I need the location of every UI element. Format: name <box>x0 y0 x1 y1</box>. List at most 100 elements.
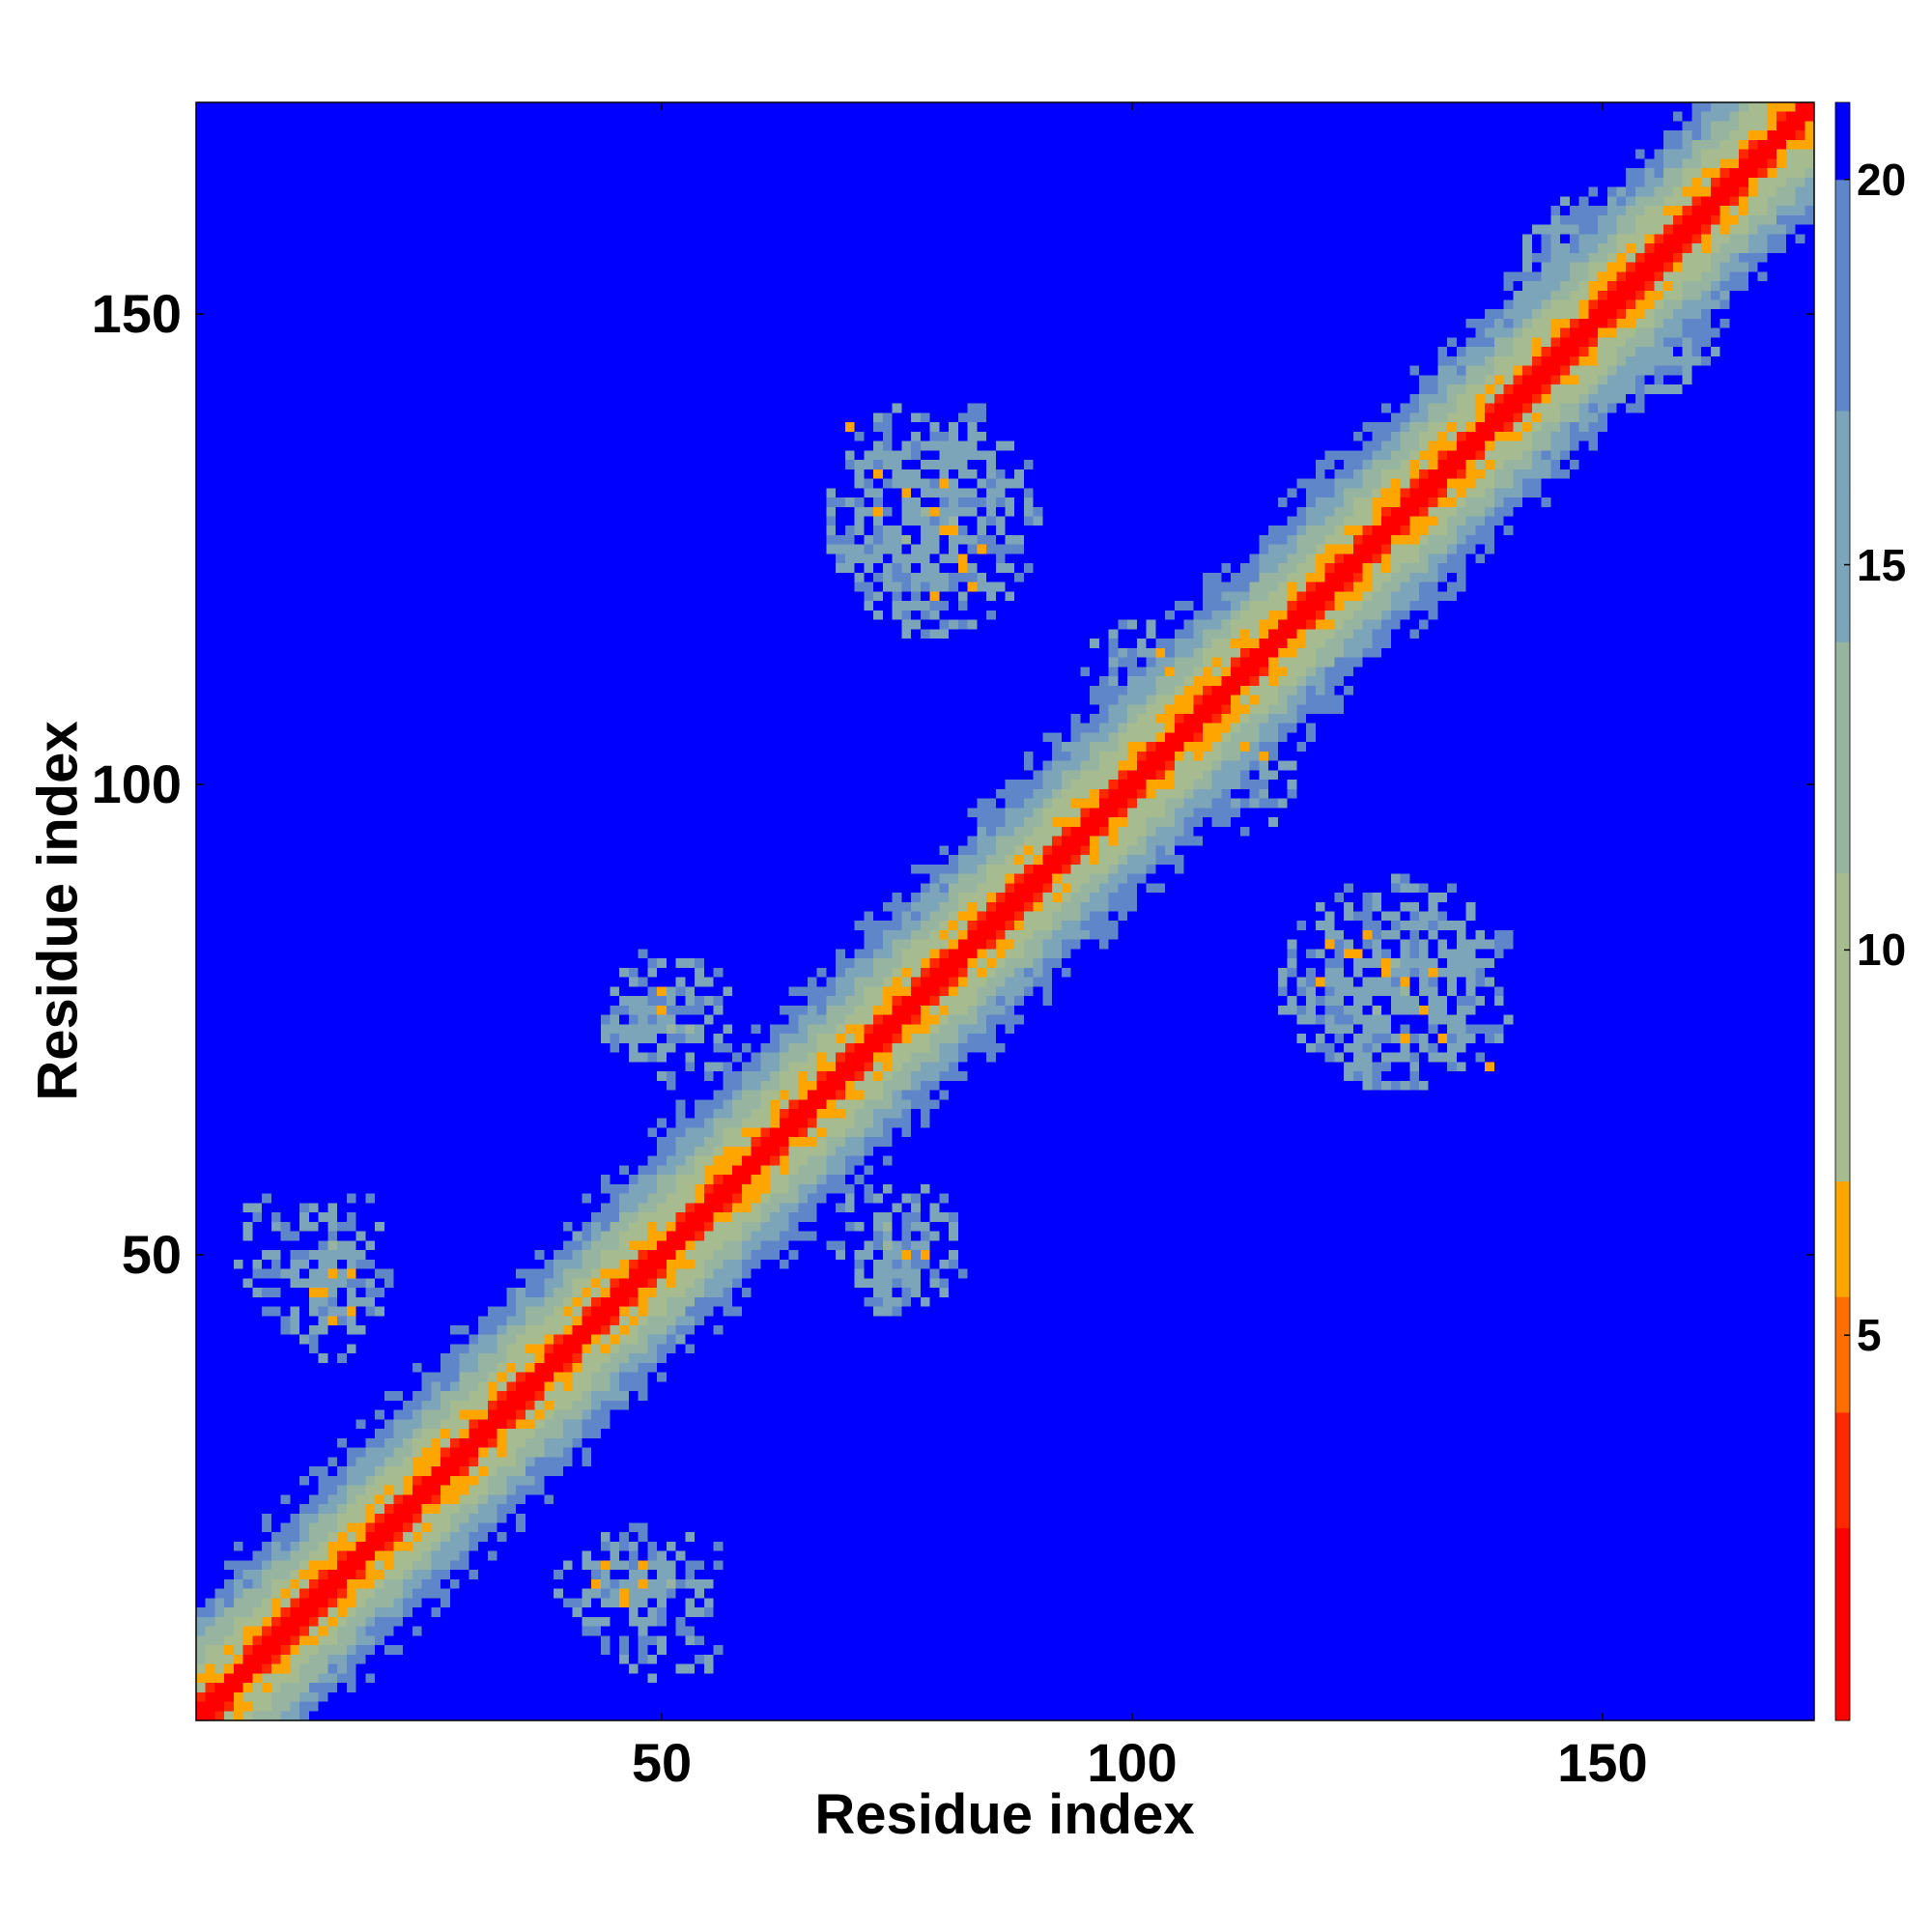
colorbar-segment <box>1835 1624 1850 1644</box>
colorbar-segment <box>1835 526 1850 547</box>
colorbar-segment <box>1835 468 1850 489</box>
colorbar-segment <box>1835 814 1850 836</box>
colorbar-segment <box>1835 622 1850 642</box>
colorbar-segment <box>1835 506 1850 527</box>
colorbar-segment <box>1835 1431 1850 1452</box>
colorbar-segment <box>1835 1219 1850 1239</box>
colorbar-segment <box>1835 1027 1850 1047</box>
colorbar-segment <box>1835 564 1850 585</box>
colorbar-segment <box>1835 1566 1850 1586</box>
colorbar-segment <box>1835 988 1850 1009</box>
colorbar-segment <box>1835 1296 1850 1317</box>
colorbar-tick-label: 10 <box>1857 924 1907 976</box>
colorbar-segment <box>1835 1547 1850 1567</box>
y-tick-label: 100 <box>91 753 182 815</box>
y-tick-label: 150 <box>91 283 182 345</box>
colorbar-segment <box>1835 1238 1850 1259</box>
colorbar-segment <box>1835 1643 1850 1663</box>
colorbar-tick-label: 20 <box>1857 154 1907 205</box>
colorbar-segment <box>1835 217 1850 239</box>
colorbar-segment <box>1835 1258 1850 1278</box>
colorbar-segment <box>1835 641 1850 662</box>
colorbar-segment <box>1835 1046 1850 1066</box>
colorbar-segment <box>1835 295 1850 315</box>
colorbar-segment <box>1835 237 1850 258</box>
colorbar-tick-label: 15 <box>1857 539 1907 590</box>
colorbar-segment <box>1835 1662 1850 1683</box>
colorbar-segment <box>1835 1354 1850 1375</box>
colorbar-segment <box>1835 1065 1850 1086</box>
x-tick-label: 150 <box>1557 1732 1648 1793</box>
colorbar-segment <box>1835 1527 1850 1548</box>
colorbar-segment <box>1835 121 1850 142</box>
colorbar-segment <box>1835 1489 1850 1510</box>
colorbar-segment <box>1835 1084 1850 1105</box>
colorbar-segment <box>1835 892 1850 912</box>
plot-border <box>195 101 1815 1721</box>
x-axis-label: Residue index <box>814 1783 1195 1846</box>
colorbar-segment <box>1835 1682 1850 1702</box>
colorbar-segment <box>1835 1200 1850 1221</box>
colorbar-segment <box>1835 314 1850 334</box>
colorbar-segment <box>1835 776 1850 797</box>
colorbar-segment <box>1835 1701 1850 1721</box>
colorbar-segment <box>1835 1277 1850 1297</box>
colorbar-segment <box>1835 275 1850 296</box>
colorbar-segment <box>1835 198 1850 219</box>
colorbar-segment <box>1835 1393 1850 1413</box>
colorbar-segment <box>1835 159 1850 181</box>
colorbar-segment <box>1835 1180 1850 1202</box>
colorbar-segment <box>1835 661 1850 681</box>
y-tick-label: 50 <box>121 1223 182 1285</box>
y-axis-label: Residue index <box>26 721 90 1101</box>
colorbar-segment <box>1835 1122 1850 1144</box>
colorbar-segment <box>1835 1411 1850 1433</box>
colorbar-segment <box>1835 140 1850 161</box>
colorbar-segment <box>1835 411 1850 431</box>
colorbar-segment <box>1835 853 1850 874</box>
colorbar-segment <box>1835 1161 1850 1182</box>
colorbar-segment <box>1835 930 1850 951</box>
colorbar-segment <box>1835 680 1850 700</box>
colorbar-segment <box>1835 545 1850 566</box>
colorbar-segment <box>1835 256 1850 276</box>
colorbar-segment <box>1835 1142 1850 1163</box>
colorbar-segment <box>1835 950 1850 970</box>
colorbar-segment <box>1835 179 1850 200</box>
colorbar-segment <box>1835 969 1850 989</box>
colorbar-segment <box>1835 1450 1850 1471</box>
colorbar-segment <box>1835 1508 1850 1529</box>
colorbar-segment <box>1835 872 1850 894</box>
colorbar-segment <box>1835 429 1850 450</box>
colorbar-segment <box>1835 719 1850 739</box>
colorbar-segment <box>1835 102 1850 123</box>
colorbar-segment <box>1835 1374 1850 1394</box>
x-tick-label: 50 <box>631 1732 693 1793</box>
colorbar-segment <box>1835 603 1850 623</box>
colorbar-segment <box>1835 1008 1850 1028</box>
colorbar-segment <box>1835 448 1850 469</box>
colorbar-border <box>1834 101 1851 1721</box>
colorbar-segment <box>1835 372 1850 392</box>
colorbar-segment <box>1835 487 1850 508</box>
colorbar-segment <box>1835 911 1850 931</box>
colorbar-segment <box>1835 353 1850 373</box>
colorbar-segment <box>1835 756 1850 778</box>
colorbar-segment <box>1835 1103 1850 1124</box>
colorbar-segment <box>1835 738 1850 758</box>
colorbar-segment <box>1835 1605 1850 1625</box>
heatmap-plot-area <box>196 102 1814 1720</box>
colorbar-segment <box>1835 333 1850 354</box>
colorbar-segment <box>1835 1316 1850 1336</box>
x-tick-label: 100 <box>1087 1732 1178 1793</box>
colorbar-segment <box>1835 583 1850 604</box>
colorbar-segment <box>1835 1585 1850 1605</box>
colorbar-segment <box>1835 1335 1850 1355</box>
colorbar-tick-label: 5 <box>1857 1310 1882 1361</box>
colorbar-segment <box>1835 834 1850 855</box>
colorbar-segment <box>1835 391 1850 412</box>
colorbar-segment <box>1835 795 1850 816</box>
colorbar-segment <box>1835 699 1850 720</box>
